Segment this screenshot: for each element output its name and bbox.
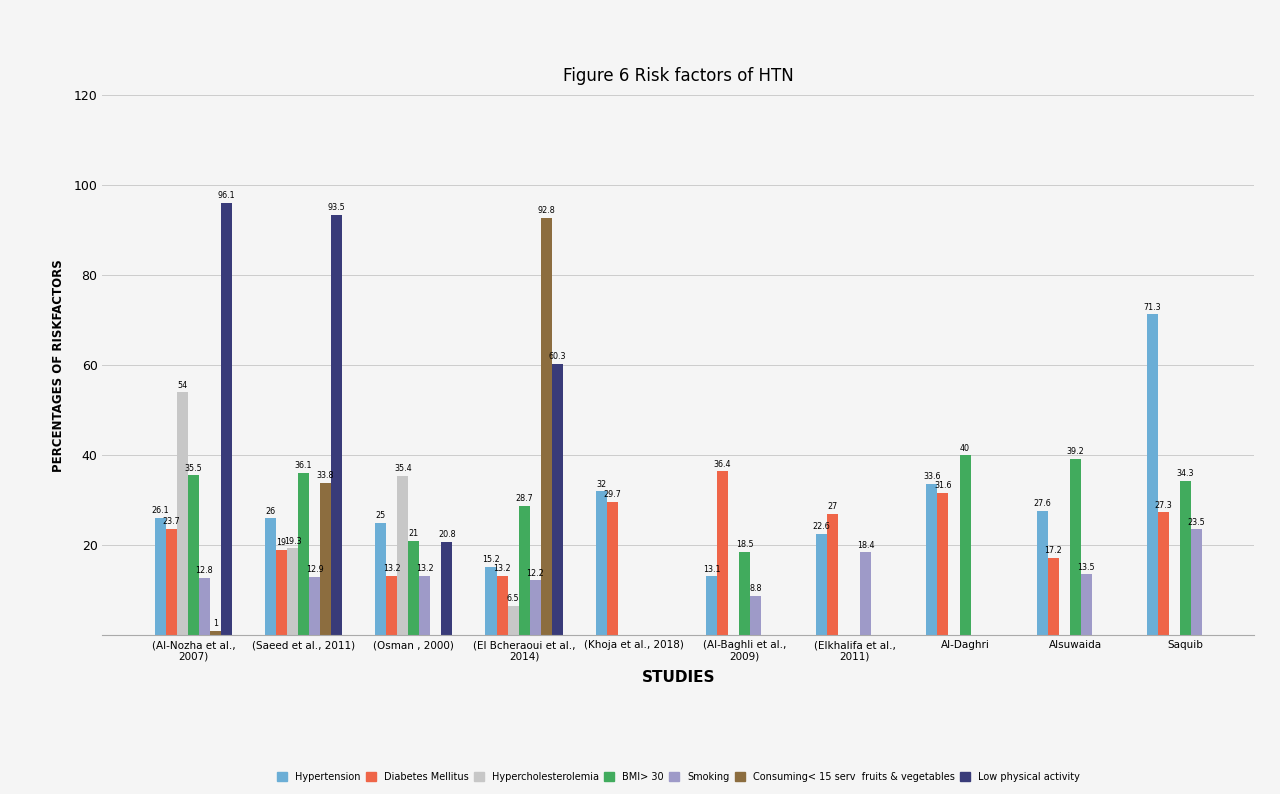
Bar	[1070, 459, 1080, 635]
Text: 6.5: 6.5	[507, 594, 520, 603]
Text: 31.6: 31.6	[934, 481, 952, 491]
Bar	[717, 472, 728, 635]
Bar	[387, 576, 397, 635]
Text: 26.1: 26.1	[151, 506, 169, 515]
Bar	[188, 476, 198, 635]
Text: 13.2: 13.2	[493, 564, 511, 573]
Bar	[166, 529, 177, 635]
Text: 35.5: 35.5	[184, 464, 202, 472]
Text: 25: 25	[375, 511, 385, 520]
Bar	[332, 214, 342, 635]
Bar	[927, 484, 937, 635]
Bar	[298, 472, 308, 635]
Text: 27.3: 27.3	[1155, 501, 1172, 510]
Bar	[485, 567, 497, 635]
Text: 26: 26	[265, 507, 275, 515]
Text: 12.2: 12.2	[526, 569, 544, 577]
Bar	[320, 483, 332, 635]
Text: 96.1: 96.1	[218, 191, 236, 200]
Text: 60.3: 60.3	[548, 353, 566, 361]
Text: 18.4: 18.4	[858, 541, 874, 549]
Bar	[607, 502, 618, 635]
Bar	[276, 549, 287, 635]
Bar	[265, 518, 276, 635]
Bar	[937, 493, 948, 635]
Text: 1: 1	[212, 619, 218, 628]
Bar	[497, 576, 508, 635]
Bar	[1048, 558, 1059, 635]
Text: 36.1: 36.1	[294, 461, 312, 470]
Text: 29.7: 29.7	[603, 490, 621, 499]
Text: 13.1: 13.1	[703, 565, 721, 573]
Text: 8.8: 8.8	[749, 584, 762, 593]
Bar	[860, 553, 872, 635]
Bar	[408, 541, 420, 635]
Text: 27: 27	[828, 502, 838, 511]
Text: 17.2: 17.2	[1044, 546, 1062, 555]
Legend: Hypertension, Diabetes Mellitus, Hypercholesterolemia, BMI> 30, Smoking, Consumi: Hypertension, Diabetes Mellitus, Hyperch…	[278, 772, 1079, 781]
Bar	[308, 577, 320, 635]
Y-axis label: PERCENTAGES OF RISKFACTORS: PERCENTAGES OF RISKFACTORS	[52, 259, 65, 472]
Bar	[1080, 575, 1092, 635]
Title: Figure 6 Risk factors of HTN: Figure 6 Risk factors of HTN	[563, 67, 794, 86]
Text: 12.8: 12.8	[196, 566, 214, 575]
Text: 32: 32	[596, 480, 607, 488]
Bar	[442, 542, 452, 635]
Text: 33.8: 33.8	[317, 472, 334, 480]
Bar	[397, 476, 408, 635]
Text: 13.5: 13.5	[1078, 563, 1096, 572]
Bar	[750, 596, 762, 635]
Bar	[375, 522, 387, 635]
Bar	[518, 506, 530, 635]
Text: 20.8: 20.8	[438, 530, 456, 539]
X-axis label: STUDIES: STUDIES	[641, 670, 716, 685]
Bar	[540, 218, 552, 635]
Bar	[1190, 530, 1202, 635]
Text: 33.6: 33.6	[923, 472, 941, 481]
Text: 13.2: 13.2	[416, 564, 434, 573]
Bar	[552, 364, 563, 635]
Bar	[221, 202, 232, 635]
Text: 18.5: 18.5	[736, 540, 754, 549]
Text: 23.7: 23.7	[163, 517, 180, 526]
Bar	[420, 576, 430, 635]
Bar	[827, 514, 838, 635]
Bar	[210, 630, 221, 635]
Bar	[707, 576, 717, 635]
Text: 71.3: 71.3	[1143, 303, 1161, 312]
Text: 34.3: 34.3	[1176, 469, 1194, 478]
Text: 21: 21	[408, 529, 419, 538]
Bar	[508, 606, 518, 635]
Text: 19.3: 19.3	[284, 537, 301, 545]
Bar	[1158, 512, 1169, 635]
Bar	[960, 455, 970, 635]
Text: 19: 19	[276, 538, 287, 547]
Text: 35.4: 35.4	[394, 464, 412, 473]
Bar	[287, 549, 298, 635]
Text: 93.5: 93.5	[328, 202, 346, 212]
Text: 28.7: 28.7	[515, 495, 532, 503]
Text: 54: 54	[177, 380, 187, 390]
Text: 40: 40	[960, 444, 970, 453]
Text: 15.2: 15.2	[483, 555, 500, 564]
Text: 92.8: 92.8	[538, 206, 556, 215]
Text: 23.5: 23.5	[1188, 518, 1206, 526]
Text: 39.2: 39.2	[1066, 447, 1084, 456]
Bar	[595, 491, 607, 635]
Bar	[1147, 314, 1158, 635]
Text: 12.9: 12.9	[306, 565, 324, 575]
Text: 36.4: 36.4	[714, 460, 731, 468]
Bar	[739, 552, 750, 635]
Bar	[530, 580, 540, 635]
Text: 27.6: 27.6	[1033, 499, 1051, 508]
Bar	[1037, 511, 1048, 635]
Bar	[155, 518, 166, 635]
Text: 13.2: 13.2	[383, 564, 401, 573]
Bar	[177, 392, 188, 635]
Bar	[817, 534, 827, 635]
Text: 22.6: 22.6	[813, 522, 831, 531]
Bar	[198, 577, 210, 635]
Bar	[1180, 481, 1190, 635]
